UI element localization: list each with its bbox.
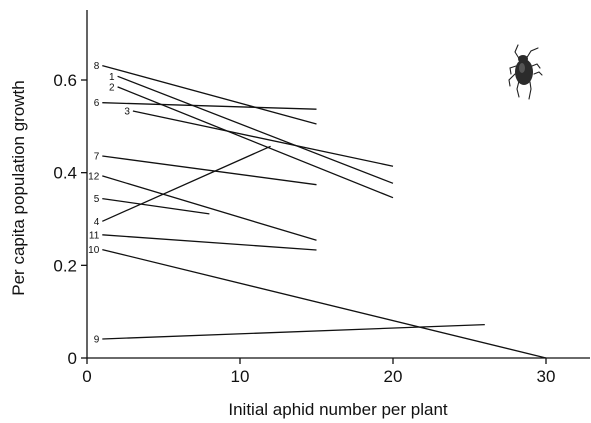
series-label-6: 6 (94, 98, 100, 109)
series-line-9 (102, 323, 485, 340)
series-line-6 (102, 102, 317, 110)
series-line-11 (102, 234, 317, 251)
series-label-7: 7 (94, 152, 100, 163)
series-label-8: 8 (94, 61, 100, 72)
series-line-4 (102, 145, 271, 222)
series-line-5 (102, 197, 210, 215)
series-label-3: 3 (124, 107, 130, 118)
y-tick-label: 0.4 (53, 164, 77, 183)
y-tick-label: 0.2 (53, 256, 77, 275)
y-ticks: 0 0.2 0.4 0.6 (53, 71, 87, 368)
series-line-2 (117, 86, 394, 199)
series-label-12: 12 (88, 171, 100, 182)
series-line-3 (132, 110, 394, 167)
series-line-1 (117, 75, 394, 184)
series-line-10 (102, 248, 547, 359)
series-label-5: 5 (94, 194, 100, 205)
series-label-4: 4 (94, 217, 100, 228)
x-tick-label: 20 (384, 367, 403, 386)
y-tick-label: 0.6 (53, 71, 77, 90)
y-axis-label: Per capita population growth (9, 80, 28, 295)
x-tick-label: 30 (537, 367, 556, 386)
series-label-10: 10 (88, 245, 100, 256)
series-line-7 (102, 155, 317, 186)
x-ticks: 0 10 20 30 (82, 358, 555, 386)
series-line-12 (102, 175, 317, 241)
x-tick-label: 10 (231, 367, 250, 386)
series-label-9: 9 (94, 335, 100, 346)
y-tick-label: 0 (68, 349, 77, 368)
plot-lines (102, 64, 547, 359)
series-label-1: 1 (109, 72, 115, 83)
aphid-icon (508, 44, 543, 100)
series-label-11: 11 (89, 230, 100, 241)
series-line-8 (102, 64, 317, 125)
x-axis-label: Initial aphid number per plant (228, 400, 448, 419)
x-tick-label: 0 (82, 367, 91, 386)
series-label-2: 2 (109, 82, 115, 93)
